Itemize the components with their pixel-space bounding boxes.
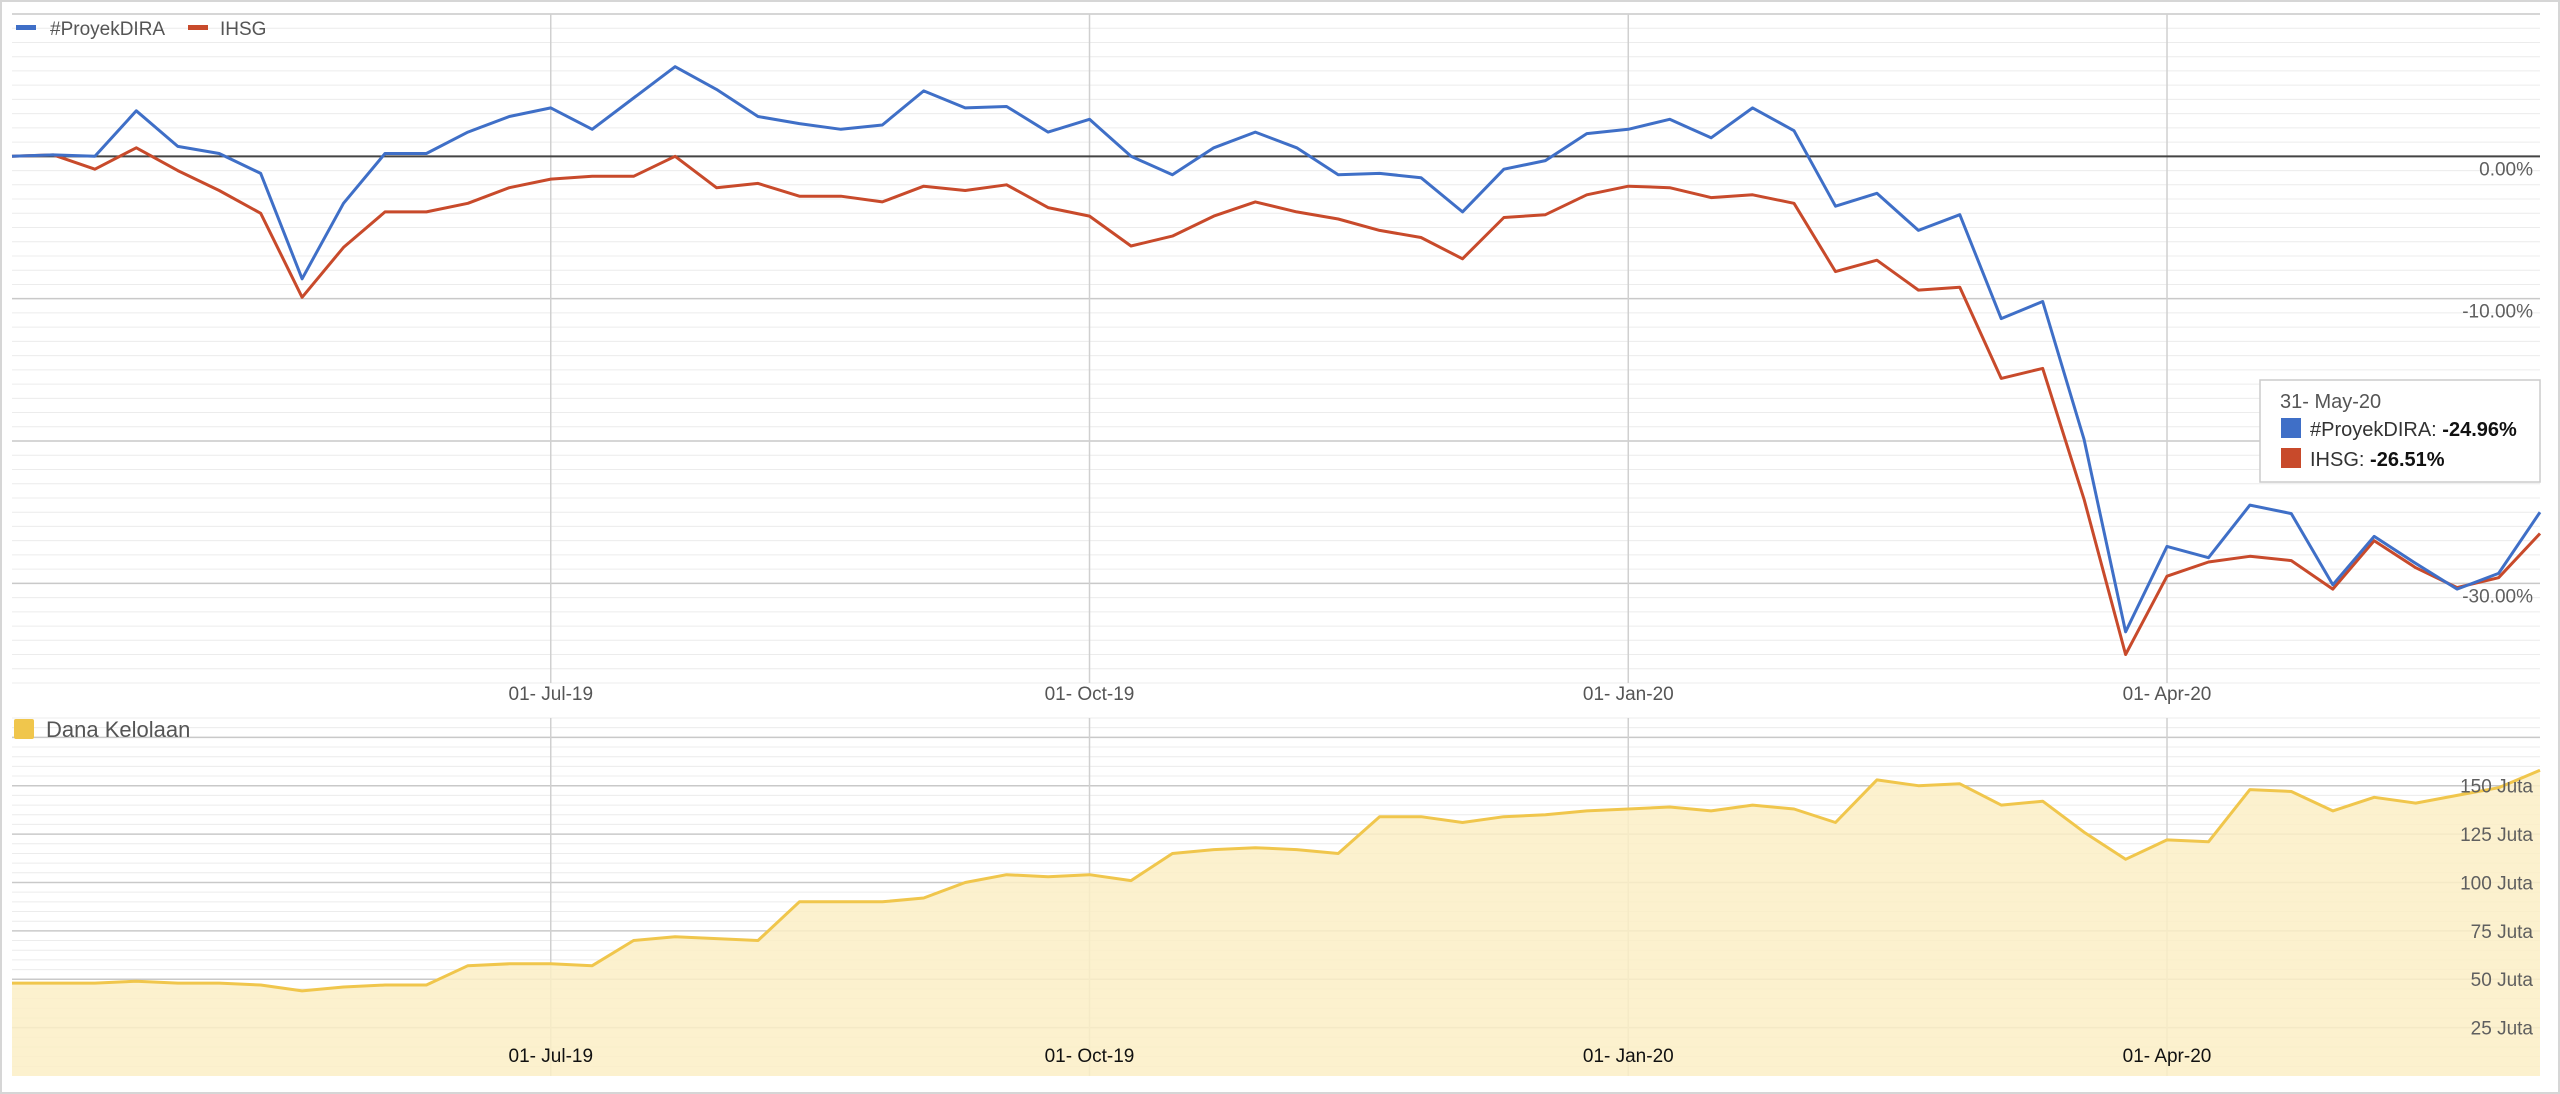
series-line-dana-kelolaan[interactable] [12, 768, 2541, 993]
top-series-lines [11, 65, 2542, 656]
tooltip-swatch-proyekdira [2281, 418, 2301, 438]
y-tick-0: 0.00% [2479, 159, 2533, 180]
tooltip-colon-2: : [2359, 449, 2370, 471]
tooltip-row-ihsg: IHSG: -26.51% [2310, 449, 2445, 471]
x-tick-jul: 01- Jul-19 [509, 684, 594, 705]
tooltip: 31- May-20 #ProyekDIRA: -24.96% IHSG: -2… [2259, 379, 2541, 483]
y-tick-150-juta: 150 Juta [2460, 777, 2533, 798]
bottom-y-axis: 25 Juta 50 Juta 75 Juta 100 Juta 125 Jut… [2460, 777, 2533, 1040]
performance-line-chart: 0.00% -10.00% -30.00% 01- Jul-19 01- Oct… [11, 13, 2542, 705]
top-legend[interactable]: #ProyekDIRA IHSG [16, 19, 266, 40]
y-tick-minus-10: -10.00% [2462, 302, 2533, 323]
legend-item-ihsg[interactable]: IHSG [188, 19, 266, 40]
tooltip-value-proyekdira: -24.96% [2442, 419, 2517, 441]
x-tick-oct: 01- Oct-19 [1045, 684, 1135, 705]
x-tick-apr: 01- Apr-20 [2123, 684, 2212, 705]
x-tick-apr-bottom: 01- Apr-20 [2123, 1046, 2212, 1067]
x-tick-jan: 01- Jan-20 [1583, 684, 1674, 705]
y-tick-125-juta: 125 Juta [2460, 825, 2533, 846]
bottom-x-axis: 01- Jul-19 01- Oct-19 01- Jan-20 01- Apr… [509, 1046, 2212, 1067]
legend-label-dana-kelolaan: Dana Kelolaan [46, 717, 190, 742]
legend-label-proyekdira: #ProyekDIRA [50, 19, 165, 40]
legend-item-dana-kelolaan[interactable]: Dana Kelolaan [14, 717, 190, 742]
top-x-axis: 01- Jul-19 01- Oct-19 01- Jan-20 01- Apr… [509, 684, 2212, 705]
series-line-proyekdira[interactable] [11, 65, 2542, 634]
tooltip-name-ihsg: IHSG [2310, 449, 2359, 471]
x-tick-jul-bottom: 01- Jul-19 [509, 1046, 594, 1067]
tooltip-date: 31- May-20 [2280, 391, 2381, 413]
tooltip-value-ihsg: -26.51% [2370, 449, 2445, 471]
x-tick-jan-bottom: 01- Jan-20 [1583, 1046, 1674, 1067]
area-fill-dana-kelolaan [12, 770, 2540, 1076]
tooltip-row-proyekdira: #ProyekDIRA: -24.96% [2310, 419, 2517, 441]
legend-item-proyekdira[interactable]: #ProyekDIRA [16, 19, 165, 40]
top-y-axis: 0.00% -10.00% -30.00% [2462, 159, 2533, 607]
y-tick-100-juta: 100 Juta [2460, 874, 2533, 895]
legend-label-ihsg: IHSG [220, 19, 266, 40]
tooltip-box [2259, 379, 2541, 483]
y-tick-minus-30: -30.00% [2462, 586, 2533, 607]
x-tick-oct-bottom: 01- Oct-19 [1045, 1046, 1135, 1067]
legend-swatch-ihsg [188, 25, 208, 30]
legend-swatch-dana-kelolaan [14, 719, 34, 739]
bottom-series-area [12, 768, 2541, 1076]
series-line-ihsg[interactable] [11, 146, 2542, 656]
y-tick-75-juta: 75 Juta [2471, 922, 2534, 943]
bottom-legend[interactable]: Dana Kelolaan [14, 717, 190, 742]
tooltip-name-proyekdira: #ProyekDIRA [2310, 419, 2432, 441]
y-tick-25-juta: 25 Juta [2471, 1019, 2534, 1040]
legend-swatch-proyekdira [16, 25, 36, 30]
y-tick-50-juta: 50 Juta [2471, 970, 2534, 991]
tooltip-colon-1: : [2431, 419, 2442, 441]
aum-area-chart: 25 Juta 50 Juta 75 Juta 100 Juta 125 Jut… [12, 717, 2541, 1076]
tooltip-swatch-ihsg [2281, 448, 2301, 468]
